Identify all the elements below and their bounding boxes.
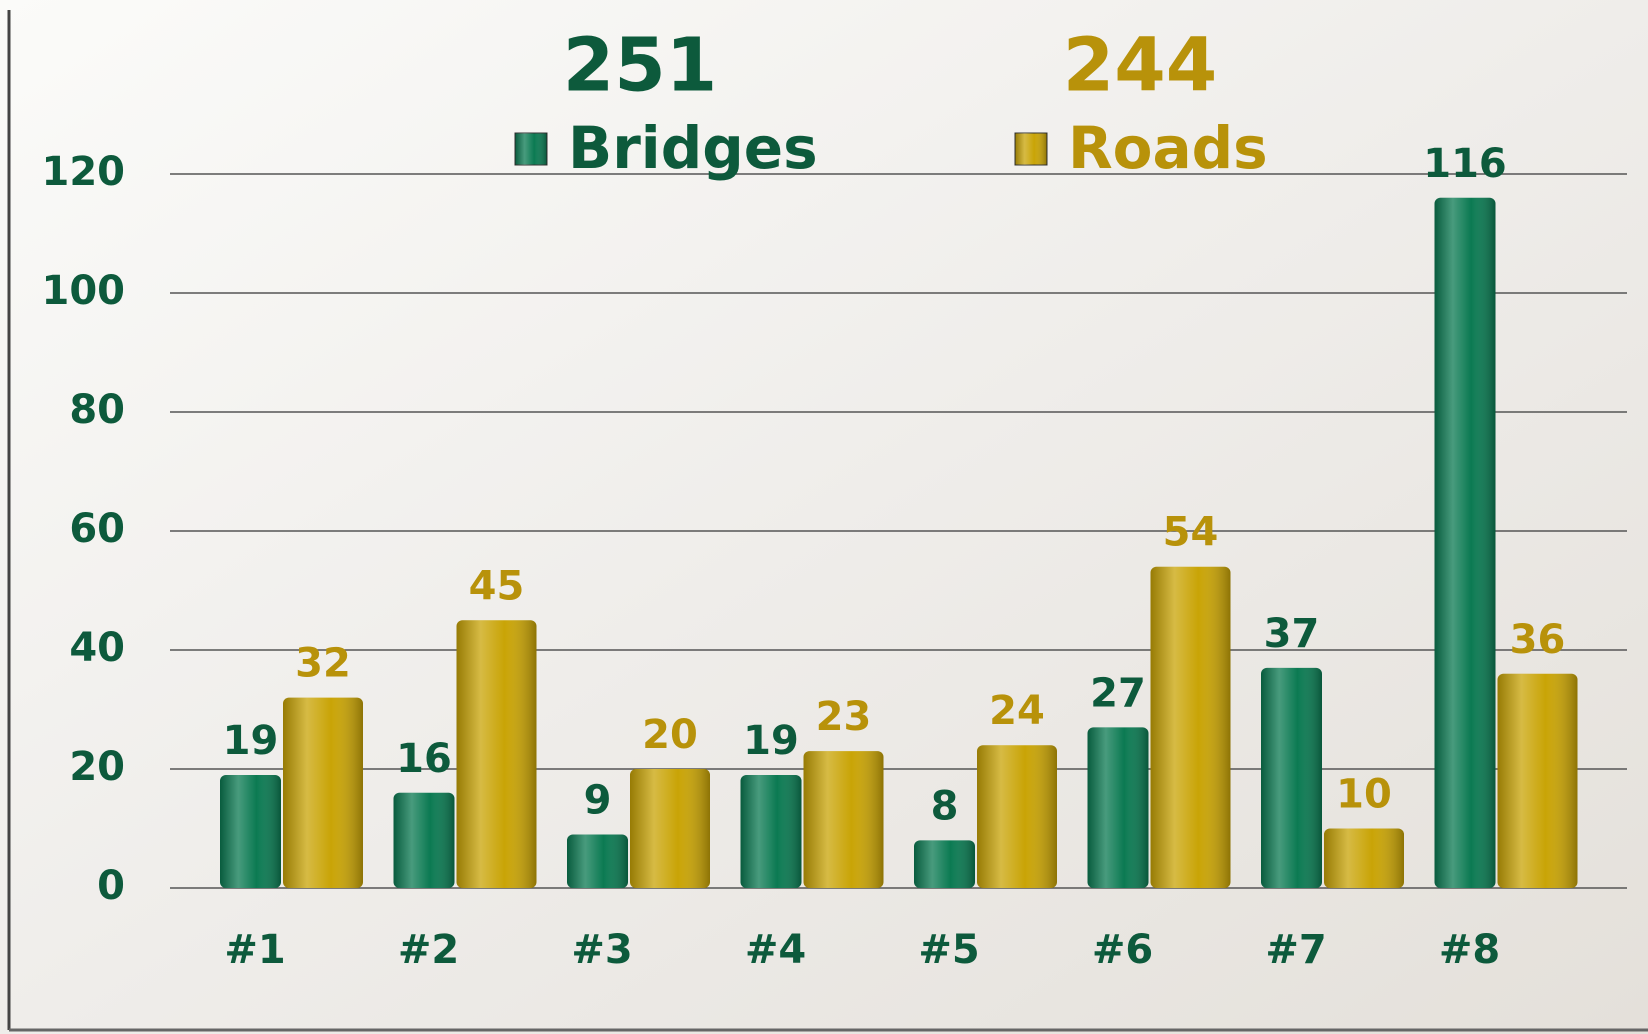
data-label: 24 xyxy=(989,688,1045,734)
x-tick-label: #1 xyxy=(224,927,285,973)
bar-shine xyxy=(804,751,884,888)
bar-shine xyxy=(977,745,1057,888)
y-tick-label: 40 xyxy=(69,625,125,671)
x-tick-label: #3 xyxy=(571,927,632,973)
x-tick-label: #4 xyxy=(745,927,806,973)
data-label: 8 xyxy=(931,783,959,829)
x-tick-label: #5 xyxy=(918,927,979,973)
legend-swatch-shine xyxy=(1015,133,1047,165)
legend-label: Roads xyxy=(1068,114,1268,182)
y-tick-label: 80 xyxy=(69,387,125,433)
bar-shine xyxy=(914,840,975,888)
bar-shine xyxy=(630,769,710,888)
bar-shine xyxy=(1435,198,1496,888)
bar-shine xyxy=(1498,674,1578,888)
bar-shine xyxy=(1151,567,1231,888)
data-label: 116 xyxy=(1423,141,1507,187)
data-label: 9 xyxy=(584,777,612,823)
series-total: 244 xyxy=(1063,23,1217,109)
data-label: 27 xyxy=(1090,670,1146,716)
y-tick-label: 60 xyxy=(69,506,125,552)
series-total: 251 xyxy=(563,23,717,109)
data-label: 19 xyxy=(223,718,279,764)
bar-shine xyxy=(457,620,537,888)
data-label: 20 xyxy=(642,712,698,758)
y-tick-label: 100 xyxy=(42,268,126,314)
data-label: 32 xyxy=(295,641,351,687)
bar-shine xyxy=(1324,829,1404,889)
bar-shine xyxy=(567,834,628,888)
bar-shine xyxy=(283,698,363,888)
x-tick-label: #6 xyxy=(1092,927,1153,973)
data-label: 37 xyxy=(1264,611,1320,657)
chart: 0 20 40 60 80 100 120 251Bridges 244Roads #1 19 32 #… xyxy=(0,0,1648,1034)
bar-shine xyxy=(394,793,455,888)
data-label: 36 xyxy=(1510,617,1566,663)
bar-shine xyxy=(1261,668,1322,888)
y-tick-label: 120 xyxy=(42,149,126,195)
bar-shine xyxy=(741,775,802,888)
x-tick-label: #2 xyxy=(398,927,459,973)
x-tick-label: #7 xyxy=(1265,927,1326,973)
data-label: 54 xyxy=(1163,510,1219,556)
bar-shine xyxy=(220,775,281,888)
y-tick-label: 0 xyxy=(97,863,125,909)
legend-label: Bridges xyxy=(568,114,818,182)
data-label: 16 xyxy=(396,736,452,782)
data-label: 19 xyxy=(743,718,799,764)
x-tick-label: #8 xyxy=(1439,927,1500,973)
data-label: 10 xyxy=(1336,772,1392,818)
legend-swatch-shine xyxy=(515,133,547,165)
data-label: 23 xyxy=(816,694,872,740)
y-tick-label: 20 xyxy=(69,744,125,790)
data-label: 45 xyxy=(469,563,525,609)
bar-shine xyxy=(1088,727,1149,888)
